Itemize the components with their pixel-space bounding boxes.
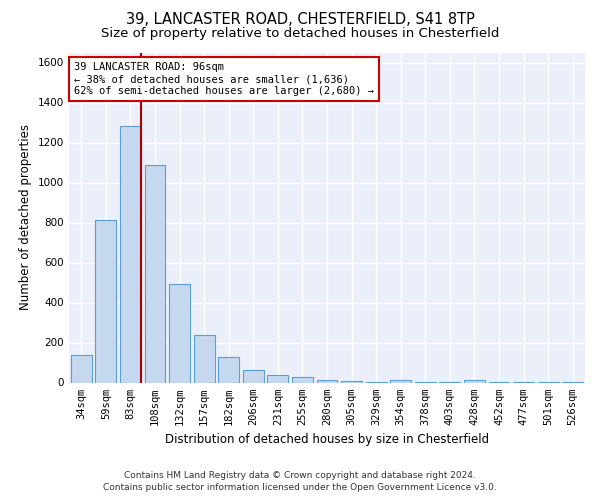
Bar: [71, 354, 92, 382]
X-axis label: Distribution of detached houses by size in Chesterfield: Distribution of detached houses by size …: [165, 433, 489, 446]
Text: 39, LANCASTER ROAD, CHESTERFIELD, S41 8TP: 39, LANCASTER ROAD, CHESTERFIELD, S41 8T…: [125, 12, 475, 28]
Y-axis label: Number of detached properties: Number of detached properties: [19, 124, 32, 310]
Text: Contains HM Land Registry data © Crown copyright and database right 2024.
Contai: Contains HM Land Registry data © Crown c…: [103, 471, 497, 492]
Bar: [464, 380, 485, 382]
Text: Size of property relative to detached houses in Chesterfield: Size of property relative to detached ho…: [101, 28, 499, 40]
Bar: [95, 220, 116, 382]
Bar: [341, 380, 362, 382]
Bar: [169, 284, 190, 382]
Bar: [243, 370, 264, 382]
Bar: [194, 335, 215, 382]
Bar: [145, 164, 166, 382]
Bar: [292, 377, 313, 382]
Bar: [317, 380, 337, 382]
Bar: [120, 126, 141, 382]
Text: 39 LANCASTER ROAD: 96sqm
← 38% of detached houses are smaller (1,636)
62% of sem: 39 LANCASTER ROAD: 96sqm ← 38% of detach…: [74, 62, 374, 96]
Bar: [268, 375, 289, 382]
Bar: [218, 357, 239, 382]
Bar: [390, 380, 411, 382]
